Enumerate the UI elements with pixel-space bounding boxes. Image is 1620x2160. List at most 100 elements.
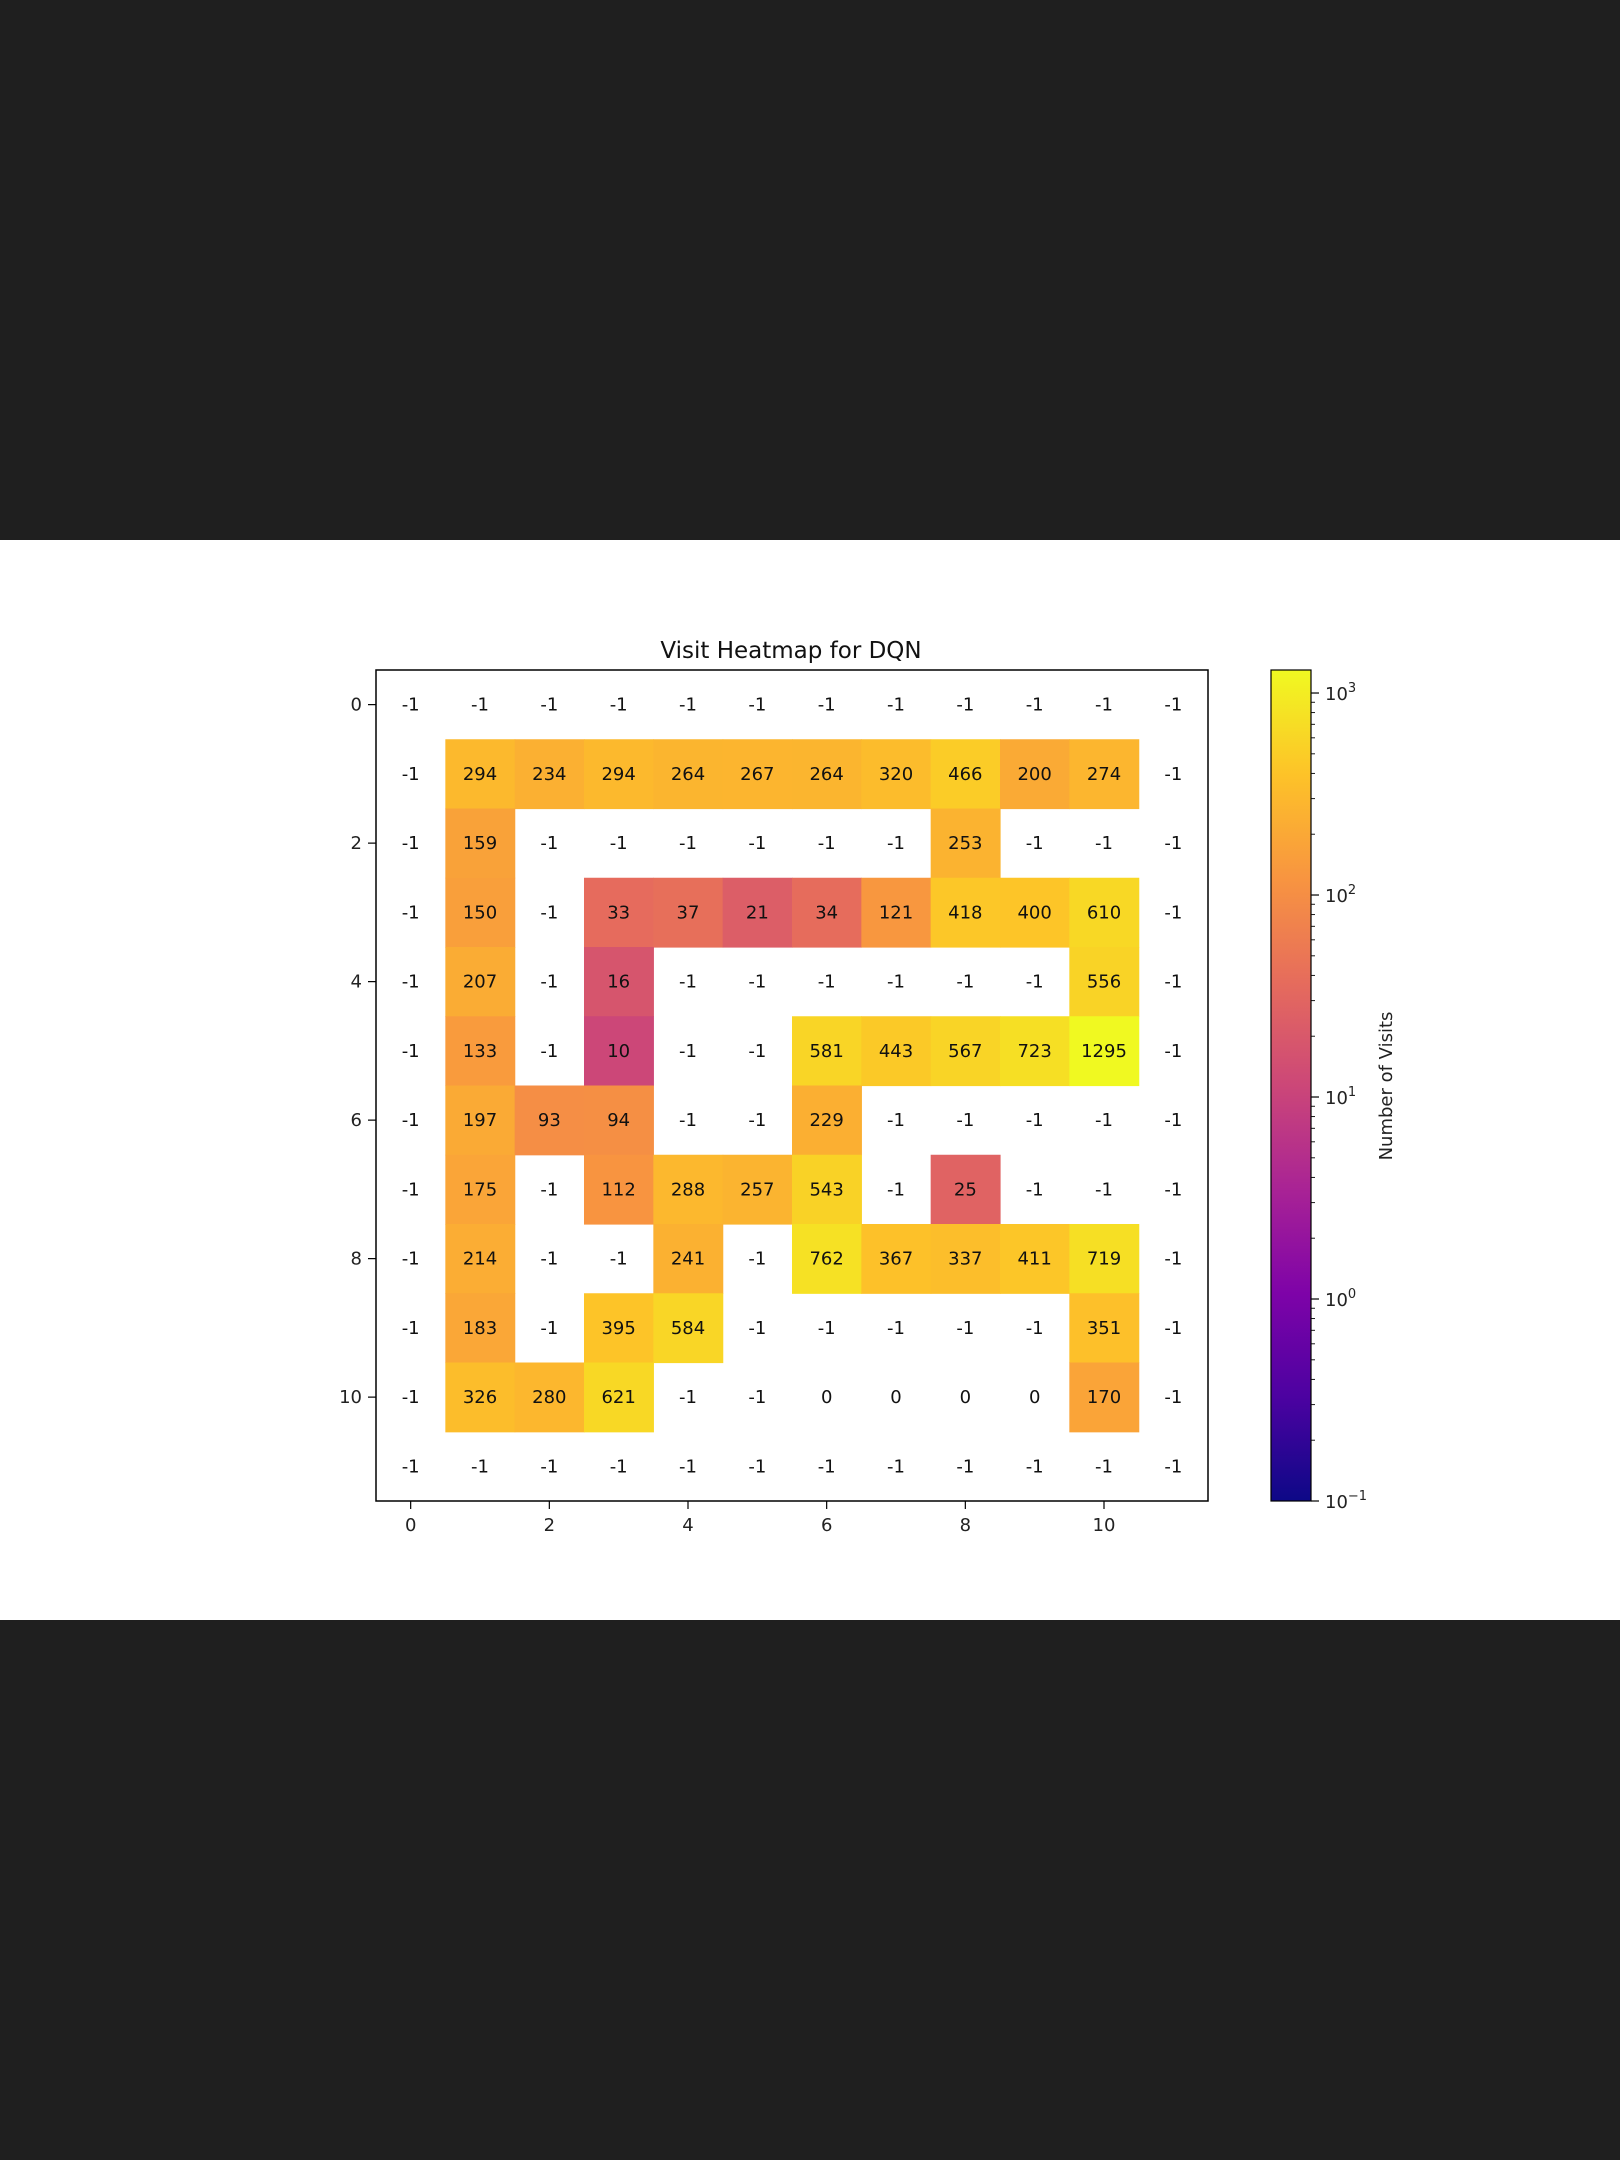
heatmap-cell	[792, 1085, 862, 1156]
cell-value-label: -1	[610, 695, 628, 716]
colorbar	[1270, 669, 1312, 1502]
cell-value-label: 21	[746, 902, 769, 923]
y-tick-label: 6	[351, 1110, 362, 1131]
cell-value-label: -1	[402, 1387, 420, 1408]
heatmap-cell	[930, 739, 1001, 810]
heatmap-cell	[861, 1016, 932, 1087]
cell-value-label: 150	[463, 902, 497, 923]
heatmap-cell	[1069, 947, 1140, 1017]
heatmap-cell	[445, 1362, 516, 1433]
cell-value-label: -1	[1026, 1110, 1044, 1131]
heatmap-cell	[930, 808, 1001, 879]
cell-value-label: -1	[748, 695, 766, 716]
heatmap-cell	[792, 1154, 862, 1225]
cell-value-label: 719	[1087, 1249, 1121, 1270]
heatmap-cell	[653, 739, 724, 810]
heatmap-cell	[584, 1085, 654, 1156]
cell-value-label: -1	[1164, 764, 1182, 785]
heatmap-cell	[584, 1154, 654, 1225]
cell-value-label: -1	[956, 1318, 974, 1339]
cell-value-label: -1	[818, 972, 836, 993]
cell-value-label: -1	[1164, 833, 1182, 854]
cell-value-label: 93	[538, 1110, 561, 1131]
heatmap-cell	[445, 1085, 516, 1156]
cell-value-label: 229	[809, 1110, 843, 1131]
cell-value-label: -1	[540, 833, 558, 854]
cell-value-label: -1	[748, 1318, 766, 1339]
heatmap-cell	[445, 1016, 516, 1087]
cell-value-label: -1	[748, 1110, 766, 1131]
cell-value-label: -1	[1164, 695, 1182, 716]
heatmap-cell	[445, 739, 516, 810]
cell-value-label: -1	[1164, 1179, 1182, 1200]
cell-value-label: -1	[402, 764, 420, 785]
cell-value-label: -1	[748, 1249, 766, 1270]
cell-value-label: -1	[610, 1249, 628, 1270]
cell-value-label: 337	[948, 1249, 982, 1270]
cell-value-label: -1	[540, 1249, 558, 1270]
cell-value-label: -1	[1095, 1456, 1113, 1477]
cell-value-label: 288	[671, 1179, 705, 1200]
cell-value-label: -1	[1095, 1110, 1113, 1131]
cell-value-label: -1	[1164, 1318, 1182, 1339]
cell-value-label: -1	[1095, 695, 1113, 716]
heatmap-cell	[584, 1362, 654, 1433]
colorbar-ticks: 103 102 101 100 10−1	[1311, 681, 1367, 1513]
cell-value-label: -1	[748, 1387, 766, 1408]
heatmap-cell	[584, 877, 654, 948]
cell-value-label: 351	[1087, 1318, 1121, 1339]
cell-value-label: -1	[540, 902, 558, 923]
heatmap-cell	[653, 877, 724, 948]
cell-value-label: -1	[540, 972, 558, 993]
cell-value-label: -1	[402, 1041, 420, 1062]
cell-value-label: 121	[879, 902, 913, 923]
cell-value-label: 762	[809, 1249, 843, 1270]
heatmap-cell	[1069, 1224, 1140, 1294]
cell-value-label: -1	[402, 1456, 420, 1477]
cell-value-label: -1	[818, 1456, 836, 1477]
axes-frame	[375, 669, 1209, 1502]
cell-value-label: 0	[1029, 1387, 1040, 1408]
cell-value-label: 280	[532, 1387, 566, 1408]
heatmap-cell	[792, 739, 862, 810]
cell-value-label: -1	[471, 1456, 489, 1477]
cell-value-label: -1	[818, 695, 836, 716]
cell-value-label: -1	[748, 972, 766, 993]
cell-value-label: 0	[960, 1387, 971, 1408]
heatmap-cell	[653, 1154, 724, 1225]
cell-value-label: -1	[402, 1249, 420, 1270]
cell-value-label: 200	[1017, 764, 1051, 785]
colorbar-tick-label: 102	[1325, 883, 1356, 907]
heatmap-cell	[722, 877, 793, 948]
cell-value-label: 326	[463, 1387, 497, 1408]
cell-value-label: 466	[948, 764, 982, 785]
cell-value-label: -1	[679, 1110, 697, 1131]
cell-value-label: -1	[1164, 1456, 1182, 1477]
colorbar-label: Number of Visits	[1376, 1012, 1397, 1161]
heatmap-cell	[930, 1016, 1001, 1087]
cell-value-label: 0	[890, 1387, 901, 1408]
cell-value-label: -1	[1164, 1041, 1182, 1062]
cell-value-label: -1	[956, 1456, 974, 1477]
cell-value-label: -1	[402, 1318, 420, 1339]
heatmap-cell	[722, 739, 793, 810]
heatmap-cell	[1069, 877, 1140, 948]
cell-value-label: 581	[809, 1041, 843, 1062]
heatmap-cell	[1000, 877, 1070, 948]
cell-value-label: 584	[671, 1318, 705, 1339]
cell-value-label: 543	[809, 1179, 843, 1200]
heatmap-cell	[514, 739, 585, 810]
cell-value-label: 294	[601, 764, 635, 785]
cell-value-label: 411	[1017, 1249, 1051, 1270]
heatmap-cell	[584, 1293, 654, 1364]
cell-value-label: -1	[679, 1456, 697, 1477]
cell-value-label: -1	[1164, 1249, 1182, 1270]
cell-value-label: -1	[1026, 972, 1044, 993]
chart-title: Visit Heatmap for DQN	[660, 638, 921, 664]
cell-value-label: 621	[601, 1387, 635, 1408]
cell-value-label: -1	[679, 1387, 697, 1408]
heatmap-cell	[792, 877, 862, 948]
cell-value-label: -1	[887, 833, 905, 854]
cell-value-label: 367	[879, 1249, 913, 1270]
cell-value-label: 234	[532, 764, 566, 785]
